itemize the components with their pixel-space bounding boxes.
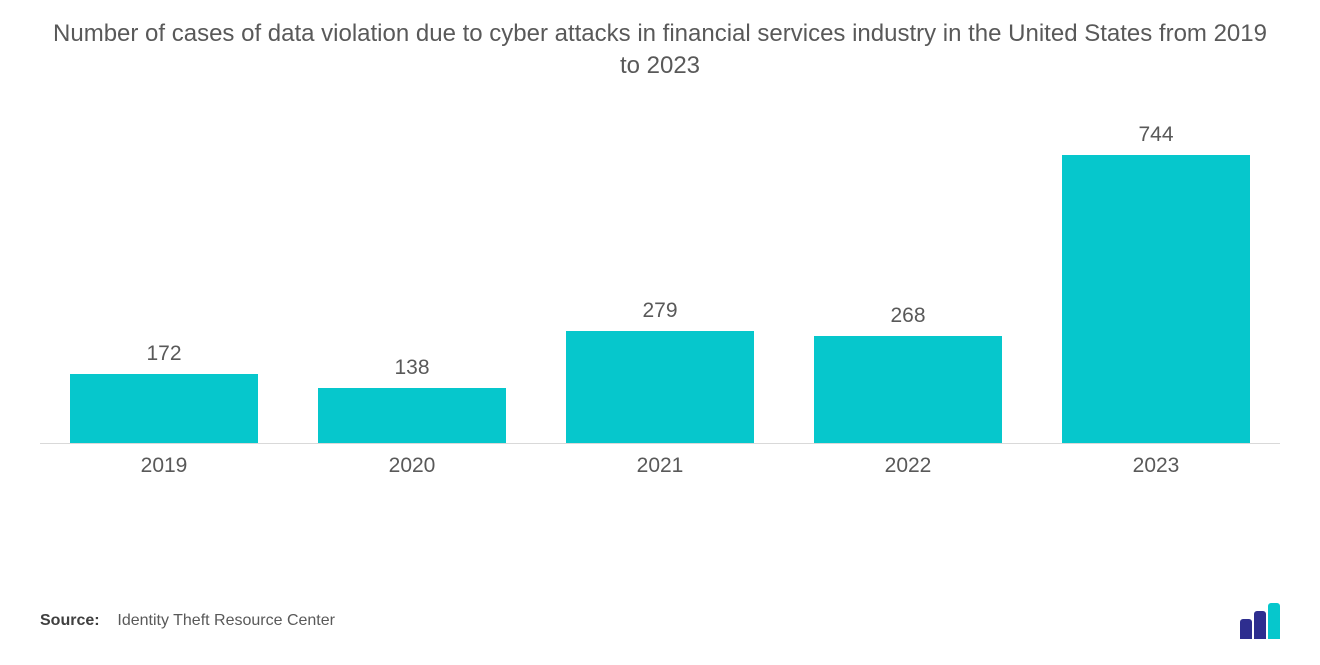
bar-value-label: 744 bbox=[1138, 123, 1173, 147]
bar-column: 279 bbox=[536, 123, 784, 443]
x-axis-label: 2022 bbox=[784, 454, 1032, 478]
chart-container: Number of cases of data violation due to… bbox=[0, 0, 1320, 665]
bar-column: 138 bbox=[288, 123, 536, 443]
bar bbox=[318, 388, 506, 443]
bar-column: 268 bbox=[784, 123, 1032, 443]
source-line: Source: Identity Theft Resource Center bbox=[40, 612, 335, 630]
bar-column: 172 bbox=[40, 123, 288, 443]
source-label: Source: bbox=[40, 612, 100, 629]
x-axis-label: 2020 bbox=[288, 454, 536, 478]
bar bbox=[814, 336, 1002, 443]
x-axis-line bbox=[40, 443, 1280, 444]
source-text: Identity Theft Resource Center bbox=[117, 612, 335, 629]
bar-value-label: 268 bbox=[890, 304, 925, 328]
chart-title: Number of cases of data violation due to… bbox=[40, 18, 1280, 83]
logo-stripe bbox=[1254, 611, 1266, 639]
bar-value-label: 138 bbox=[394, 356, 429, 380]
bar-column: 744 bbox=[1032, 123, 1280, 443]
x-axis-labels: 20192020202120222023 bbox=[40, 454, 1280, 478]
brand-logo bbox=[1240, 603, 1280, 639]
x-axis-label: 2023 bbox=[1032, 454, 1280, 478]
bar-value-label: 172 bbox=[146, 342, 181, 366]
bar-value-label: 279 bbox=[642, 299, 677, 323]
x-axis-label: 2019 bbox=[40, 454, 288, 478]
bar bbox=[566, 331, 754, 443]
x-axis-label: 2021 bbox=[536, 454, 784, 478]
chart-footer: Source: Identity Theft Resource Center bbox=[40, 603, 1280, 639]
bar bbox=[70, 374, 258, 443]
plot-area: 172 138 279 268 744 20192020202120222023 bbox=[40, 123, 1280, 478]
logo-stripe bbox=[1268, 603, 1280, 639]
logo-stripe bbox=[1240, 619, 1252, 639]
bar bbox=[1062, 155, 1250, 443]
